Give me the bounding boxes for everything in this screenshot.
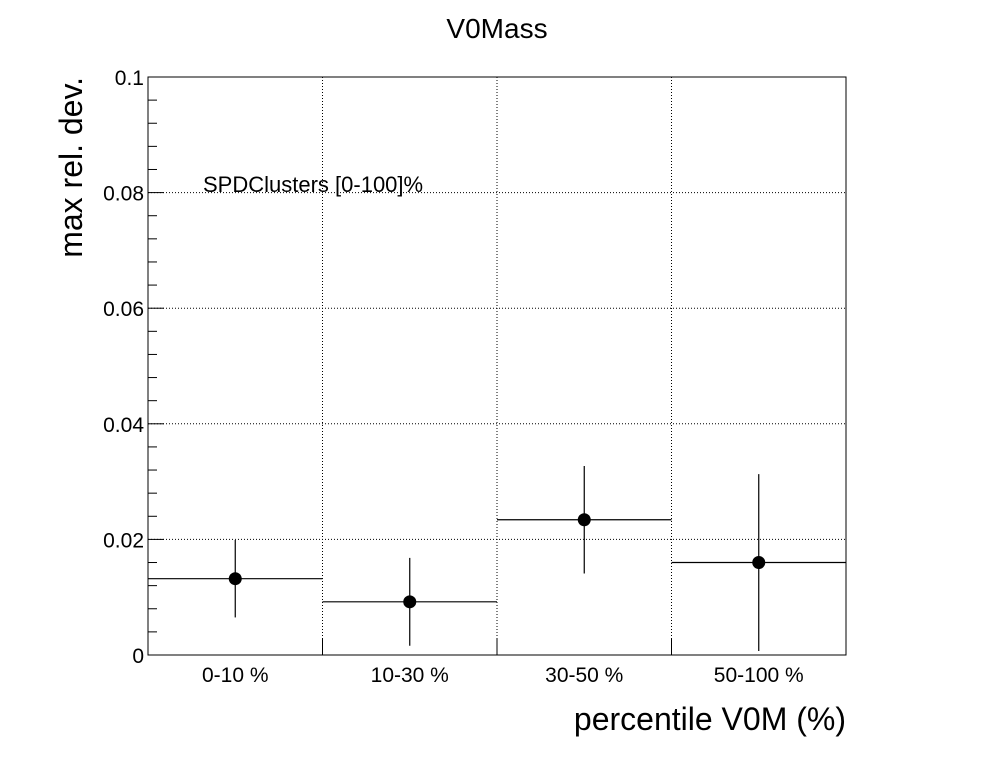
data-point	[752, 556, 766, 570]
y-axis-title: max rel. dev.	[53, 77, 89, 258]
data-point	[228, 572, 242, 586]
axes: 0 0.02 0.04 0.06 0.08 0.1 0-10 % 10-30 % 30-50 %…	[103, 67, 847, 687]
annotation-label: SPDClusters [0-100]%	[203, 172, 423, 197]
x-axis-title: percentile V0M (%)	[574, 701, 846, 737]
x-tick-label: 0-10 %	[202, 664, 269, 687]
chart-title: V0Mass	[446, 13, 547, 44]
y-tick-label: 0.04	[103, 414, 144, 437]
data-point	[577, 513, 591, 527]
x-tick-label: 50-100 %	[714, 664, 804, 687]
y-tick-label: 0.1	[115, 67, 144, 90]
data-marks	[148, 465, 846, 651]
x-tick-label: 30-50 %	[545, 664, 623, 687]
y-tick-label: 0.06	[103, 298, 144, 321]
y-tick-label: 0.08	[103, 183, 144, 206]
data-point	[403, 595, 417, 609]
x-tick-label: 10-30 %	[371, 664, 449, 687]
y-tick-label: 0.02	[103, 529, 144, 552]
grid	[148, 77, 846, 655]
y-tick-label: 0	[132, 645, 144, 668]
